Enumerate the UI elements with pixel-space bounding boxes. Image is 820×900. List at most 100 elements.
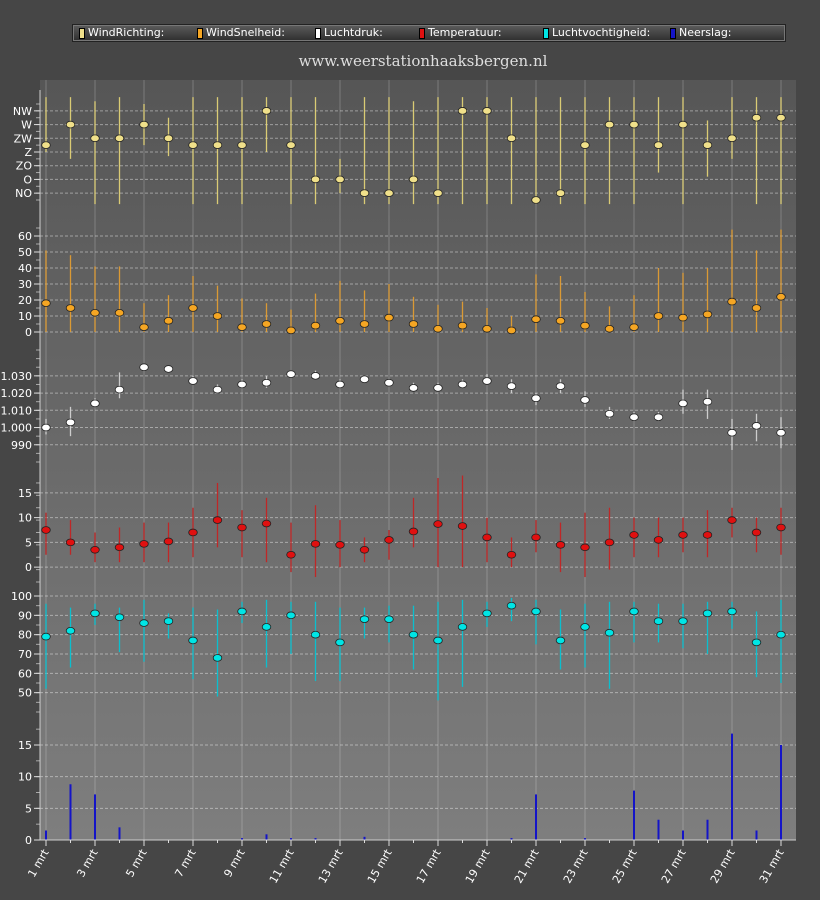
data-point — [359, 615, 370, 623]
legend-label: WindRichting: — [88, 26, 165, 39]
data-point — [65, 120, 76, 129]
data-point — [188, 636, 198, 645]
y-tick-label: 990 — [11, 439, 32, 452]
data-point — [163, 537, 174, 546]
data-point — [261, 320, 272, 328]
legend-swatch — [670, 28, 676, 39]
data-point — [65, 538, 76, 547]
precipitation-bar — [682, 830, 684, 840]
y-tick-label: ZW — [14, 132, 33, 145]
y-tick-label: 20 — [18, 294, 32, 307]
data-point — [702, 609, 713, 618]
y-tick-label: NO — [15, 187, 32, 200]
data-point — [457, 380, 468, 389]
precipitation-bar — [657, 819, 660, 840]
y-tick-label: O — [23, 173, 32, 186]
data-point — [163, 365, 174, 373]
data-point — [433, 384, 443, 392]
data-point — [457, 107, 468, 115]
legend: WindRichting: WindSnelheid: Luchtdruk: Temp… — [72, 24, 786, 42]
data-point — [702, 141, 713, 149]
precipitation-bar — [69, 784, 72, 840]
data-point — [41, 423, 51, 432]
y-tick-label: 0 — [25, 326, 32, 339]
data-point — [237, 607, 247, 616]
precipitation-bar — [363, 836, 366, 840]
x-tick-label: 17 mrt — [414, 846, 444, 885]
data-point — [629, 607, 639, 616]
data-point — [114, 543, 125, 552]
data-point — [41, 632, 51, 641]
data-point — [237, 380, 247, 389]
data-point — [359, 320, 370, 328]
series-luchtvochtigheid — [41, 597, 786, 701]
data-point — [531, 315, 541, 324]
data-point — [335, 541, 345, 549]
data-point — [751, 113, 762, 122]
x-tick-label: 15 mrt — [365, 846, 395, 885]
data-point — [531, 607, 541, 616]
data-point — [555, 189, 566, 197]
data-point — [776, 292, 786, 301]
data-point — [506, 134, 517, 143]
data-point — [702, 397, 713, 406]
precipitation-bar — [584, 838, 586, 840]
legend-label: Temperatuur: — [428, 26, 502, 39]
data-point — [580, 396, 590, 404]
data-point — [408, 527, 419, 536]
data-point — [286, 370, 296, 378]
data-point — [629, 413, 639, 422]
y-tick-label: 0 — [25, 561, 32, 574]
data-point — [310, 630, 321, 639]
data-point — [261, 107, 272, 115]
data-point — [604, 120, 615, 129]
precipitation-bar — [633, 790, 635, 840]
data-point — [776, 428, 786, 437]
data-point — [41, 141, 51, 149]
data-point — [482, 377, 492, 385]
y-tick-label: 90 — [18, 609, 32, 622]
data-point — [335, 638, 345, 647]
y-tick-label: W — [21, 119, 32, 132]
data-point — [408, 175, 419, 184]
data-point — [727, 134, 737, 143]
data-point — [653, 536, 664, 544]
data-point — [629, 531, 639, 539]
y-tick-label: NW — [13, 105, 32, 118]
x-tick-label: 25 mrt — [610, 846, 640, 885]
data-point — [506, 326, 517, 335]
precipitation-bar — [94, 794, 96, 840]
plot-background — [40, 80, 796, 840]
data-point — [212, 385, 223, 394]
data-point — [114, 385, 125, 394]
x-tick-label: 31 mrt — [757, 846, 787, 885]
data-point — [90, 134, 100, 143]
data-point — [678, 617, 688, 625]
precipitation-bar — [290, 838, 292, 840]
data-point — [751, 528, 762, 537]
legend-swatch — [315, 28, 321, 39]
x-tick-label: 13 mrt — [316, 846, 346, 885]
data-point — [41, 526, 51, 534]
data-point — [776, 523, 786, 532]
data-point — [727, 607, 737, 616]
data-point — [212, 516, 223, 524]
y-tick-label: 0 — [25, 834, 32, 847]
data-point — [310, 175, 321, 184]
legend-swatch — [79, 28, 85, 39]
x-tick-label: 11 mrt — [267, 846, 297, 885]
data-point — [653, 312, 664, 320]
data-point — [531, 394, 541, 403]
data-point — [678, 313, 688, 322]
data-point — [433, 324, 443, 333]
legend-swatch — [543, 28, 549, 39]
data-point — [188, 304, 198, 312]
series-windsnelheid — [41, 229, 786, 335]
data-point — [678, 531, 688, 539]
data-point — [506, 382, 517, 390]
data-point — [580, 543, 590, 552]
data-point — [212, 312, 223, 320]
data-point — [163, 617, 174, 625]
data-point — [359, 546, 370, 554]
